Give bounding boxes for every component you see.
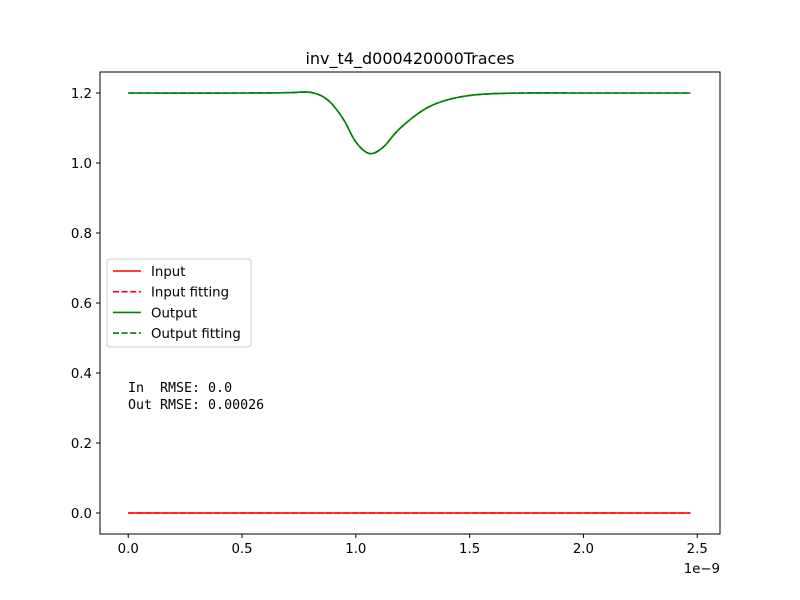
x-tick-label: 2.5 <box>687 542 708 557</box>
legend-box <box>106 258 252 348</box>
y-tick-label: 0.6 <box>71 297 92 312</box>
legend-label: Output <box>151 306 197 321</box>
y-tick-label: 0.4 <box>71 367 92 382</box>
y-tick-label: 0.8 <box>71 227 92 242</box>
x-tick-label: 2.0 <box>573 542 594 557</box>
legend-label: Input fitting <box>151 286 229 301</box>
x-axis-ticks: 0.0 0.5 1.0 1.5 2.0 2.5 <box>118 534 708 557</box>
x-tick-label: 1.5 <box>459 542 480 557</box>
series-line-output-fitting <box>128 91 691 155</box>
x-offset-label: 1e−9 <box>684 562 720 577</box>
y-tick-label: 1.0 <box>71 157 92 172</box>
legend: Input Input fitting Output Output fitting <box>106 258 252 348</box>
y-tick-label: 0.2 <box>71 437 92 452</box>
y-tick-label: 1.2 <box>71 87 92 102</box>
chart-title: inv_t4_d000420000Traces <box>305 49 514 69</box>
annotation-in-rmse: In RMSE: 0.0 <box>128 381 232 396</box>
legend-label: Input <box>151 265 185 280</box>
annotation-out-rmse: Out RMSE: 0.00026 <box>128 398 264 413</box>
legend-label: Output fitting <box>151 327 241 342</box>
series-layer <box>128 91 691 514</box>
x-tick-label: 0.5 <box>231 542 252 557</box>
legend-items: Input Input fitting Output Output fitting <box>113 265 241 342</box>
x-tick-label: 1.0 <box>345 542 366 557</box>
x-tick-label: 0.0 <box>118 542 139 557</box>
y-tick-label: 0.0 <box>71 507 92 522</box>
y-axis-ticks: 0.0 0.2 0.4 0.6 0.8 1.0 1.2 <box>71 87 100 522</box>
